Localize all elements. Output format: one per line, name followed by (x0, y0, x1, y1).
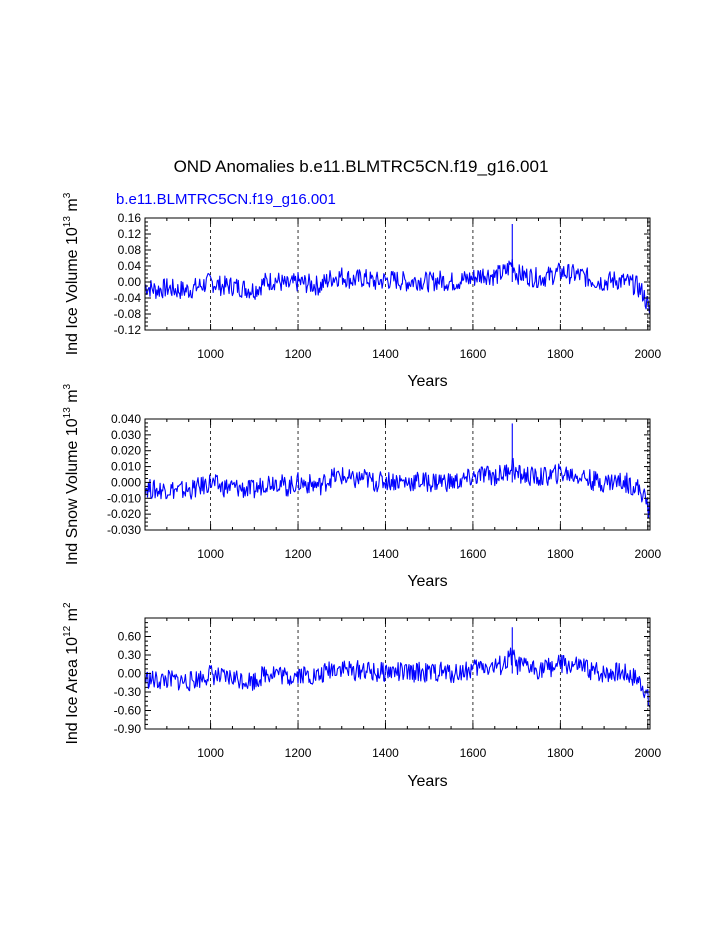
x-tick-label-1800: 1800 (547, 347, 574, 361)
y-tick-label-0.00: 0.00 (118, 667, 142, 681)
y-tick-label-0.000: 0.000 (111, 475, 141, 489)
x-axis-label: Years (407, 773, 447, 790)
y-tick-label-0.030: 0.030 (111, 428, 141, 442)
y-tick-label-0.04: 0.04 (118, 259, 142, 273)
snow-volume-panel: 1000 1200 1400 1600 1800 2000 -0.030 -0.020 -0.0… (62, 383, 661, 590)
y-tick-label-0.60: 0.60 (118, 630, 142, 644)
y-tick-label--0.08: -0.08 (114, 307, 142, 321)
y-tick-label--0.04: -0.04 (114, 291, 142, 305)
x-tick-label-1400: 1400 (372, 547, 399, 561)
y-axis-label: Ind Ice Volume 1013 m3 (62, 192, 81, 355)
x-tick-label-1800: 1800 (547, 547, 574, 561)
y-tick-label-0.020: 0.020 (111, 444, 141, 458)
y-axis-label: Ind Snow Volume 1013 m3 (62, 383, 81, 565)
x-tick-label-1200: 1200 (285, 746, 312, 760)
x-axis-label: Years (407, 573, 447, 590)
series-line-ind-snow-volume (144, 457, 651, 519)
y-tick-label--0.90: -0.90 (114, 722, 142, 736)
x-tick-label-1200: 1200 (285, 547, 312, 561)
x-tick-label-1600: 1600 (460, 547, 487, 561)
x-axis-label: Years (407, 373, 447, 390)
y-tick-label-0.00: 0.00 (118, 275, 142, 289)
y-tick-label-0.040: 0.040 (111, 412, 141, 426)
x-tick-label-1000: 1000 (197, 347, 224, 361)
y-tick-label-0.010: 0.010 (111, 460, 141, 474)
y-axis-label: Ind Ice Area 1012 m2 (62, 602, 81, 745)
x-tick-label-1400: 1400 (372, 746, 399, 760)
x-tick-label-2000: 2000 (634, 746, 661, 760)
y-tick-label-0.08: 0.08 (118, 243, 142, 257)
x-tick-label-2000: 2000 (634, 347, 661, 361)
y-tick-label--0.010: -0.010 (107, 491, 141, 505)
x-tick-label-2000: 2000 (634, 547, 661, 561)
plot-frame (144, 418, 651, 531)
y-tick-label--0.60: -0.60 (114, 704, 142, 718)
ice-volume-panel: 1000 1200 1400 1600 1800 2000 -0.12 -0.08 -0.04 0… (62, 192, 661, 390)
x-tick-label-1200: 1200 (285, 347, 312, 361)
series-line-ind-ice-area (144, 647, 651, 708)
x-tick-label-1400: 1400 (372, 347, 399, 361)
series-line-ind-ice-volume (144, 258, 651, 315)
y-tick-label--0.030: -0.030 (107, 523, 141, 537)
y-tick-label-0.12: 0.12 (118, 227, 142, 241)
x-tick-label-1800: 1800 (547, 746, 574, 760)
ice-area-panel: 1000 1200 1400 1600 1800 2000 -0.90 -0.60 -0.30 0… (62, 602, 661, 790)
y-tick-label-0.30: 0.30 (118, 648, 142, 662)
figure-title: OND Anomalies b.e11.BLMTRC5CN.f19_g16.00… (174, 157, 549, 176)
figure-subtitle: b.e11.BLMTRC5CN.f19_g16.001 (116, 191, 336, 208)
y-tick-label--0.12: -0.12 (114, 323, 142, 337)
x-tick-label-1600: 1600 (460, 347, 487, 361)
y-tick-label--0.020: -0.020 (107, 507, 141, 521)
x-tick-label-1000: 1000 (197, 547, 224, 561)
x-tick-label-1600: 1600 (460, 746, 487, 760)
x-tick-label-1000: 1000 (197, 746, 224, 760)
y-tick-label--0.30: -0.30 (114, 685, 142, 699)
y-tick-label-0.16: 0.16 (118, 211, 142, 225)
